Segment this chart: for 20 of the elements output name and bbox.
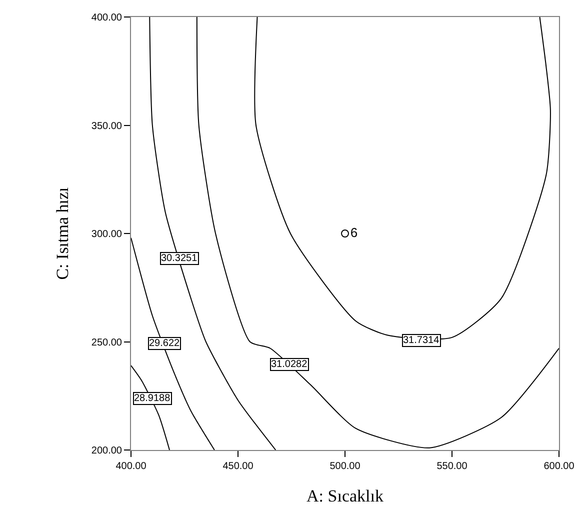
annotation: 31.7314: [403, 335, 440, 346]
x-tick-label: 600.00: [544, 461, 575, 472]
y-tick-label: 200.00: [91, 446, 122, 456]
annotation: 28.9188: [134, 393, 171, 404]
y-axis-title: C: Isıtma hızı: [52, 186, 72, 280]
x-axis-title: A: Sıcaklık: [306, 486, 384, 506]
y-tick-label: 300.00: [91, 229, 122, 240]
x-tick-label: 500.00: [330, 461, 361, 472]
x-tick-label: 550.00: [436, 461, 468, 472]
annotation: 30.3251: [161, 253, 198, 264]
x-tick-label: 450.00: [222, 461, 254, 472]
y-tick-label: 400.00: [91, 12, 122, 24]
y-tick-label: 350.00: [91, 120, 122, 132]
line-series: [131, 237, 215, 450]
y-tick-label: 250.00: [91, 337, 122, 348]
annotation: 31.0282: [271, 359, 308, 370]
line-series: [196, 17, 559, 448]
series-label: 6: [350, 224, 358, 240]
x-tick-label: 400.00: [116, 461, 147, 472]
annotation: 29.622: [149, 338, 180, 349]
